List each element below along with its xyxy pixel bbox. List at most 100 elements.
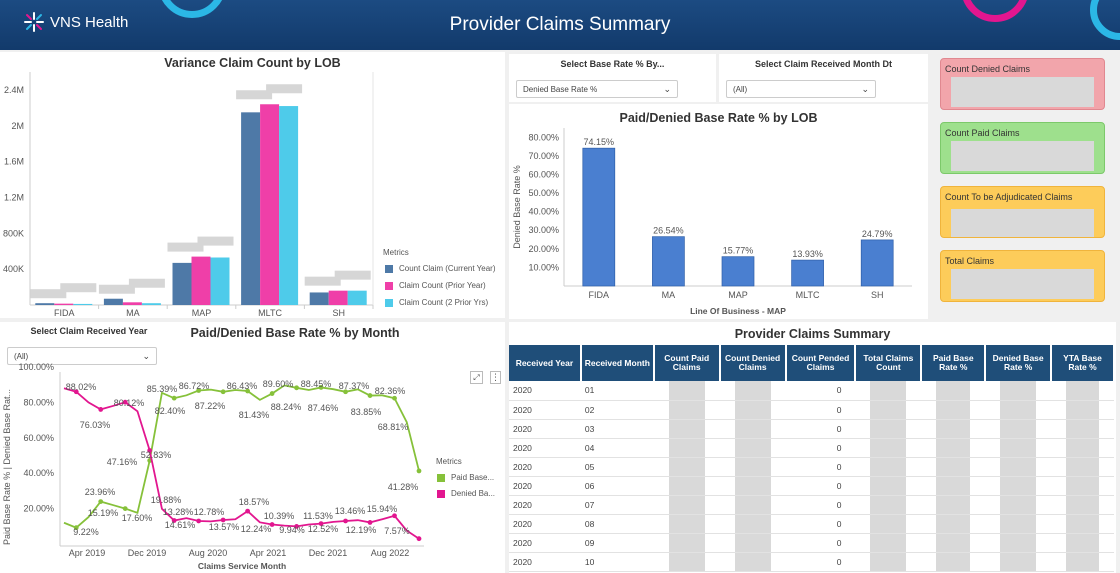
masked-value-box <box>1066 419 1099 438</box>
paid-point <box>171 395 177 401</box>
masked-value-box <box>668 457 705 476</box>
cell-masked <box>985 381 1052 401</box>
lob-y-tick: 70.00% <box>528 151 559 161</box>
table-row[interactable]: 2020 08 0 <box>509 514 1114 534</box>
more-options-icon[interactable]: ⋮ <box>490 371 501 384</box>
masked-value-box <box>734 514 771 533</box>
column-header[interactable]: Count Pended Claims <box>785 345 857 381</box>
legend-current-year[interactable]: Count Claim (Current Year) <box>385 264 495 273</box>
table-row[interactable]: 2020 02 0 <box>509 400 1114 420</box>
cell-masked <box>985 514 1052 534</box>
table-title: Provider Claims Summary <box>734 327 891 341</box>
cell-masked <box>985 400 1052 420</box>
legend-paid[interactable]: Paid Base... <box>437 473 494 482</box>
cell-masked <box>653 552 720 572</box>
cell-masked <box>653 533 720 553</box>
card-denied-claims[interactable]: Count Denied Claims <box>940 58 1105 110</box>
masked-value-box <box>734 419 771 438</box>
cell-masked <box>719 552 786 572</box>
table-row[interactable]: 2020 03 0 <box>509 419 1114 439</box>
paid-point <box>196 388 202 393</box>
legend-two-prior-yrs[interactable]: Claim Count (2 Prior Yrs) <box>385 298 488 307</box>
denied-value-label: 15.94% <box>367 504 398 514</box>
table-row[interactable]: 2020 04 0 <box>509 438 1114 458</box>
table-row[interactable]: 2020 07 0 <box>509 495 1114 515</box>
cell-masked <box>653 495 720 515</box>
paid-value-label: 81.43% <box>239 410 270 420</box>
cell-masked <box>921 400 986 420</box>
card-adjudicate-claims[interactable]: Count To be Adjudicated Claims <box>940 186 1105 238</box>
variance-bar <box>241 112 261 305</box>
cell-received-month: 03 <box>580 419 654 439</box>
cell-masked <box>855 381 922 401</box>
cell-masked <box>985 457 1052 477</box>
cell-received-month: 05 <box>580 457 654 477</box>
chevron-down-icon: ⌄ <box>142 351 150 361</box>
lob-x-tick: FIDA <box>589 290 610 300</box>
month-y-tick: 60.00% <box>23 433 54 443</box>
month-y-label: Paid Base Rate % | Denied Base Rat... <box>2 389 12 545</box>
masked-value-box <box>1066 400 1099 419</box>
cell-pended-claims: 0 <box>785 514 856 534</box>
denied-value-label: 10.39% <box>264 511 295 521</box>
paid-value-label: 47.16% <box>107 457 138 467</box>
cell-received-year: 2020 <box>509 476 581 496</box>
table-row[interactable]: 2020 10 0 <box>509 552 1114 572</box>
column-header[interactable]: Received Month <box>580 345 655 381</box>
month-legend-title: Metrics <box>436 457 462 466</box>
paid-value-label: 68.81% <box>378 422 409 432</box>
legend-prior-year[interactable]: Claim Count (Prior Year) <box>385 281 486 290</box>
column-header[interactable]: Denied Base Rate % <box>985 345 1053 381</box>
paid-value-label: 23.96% <box>85 487 116 497</box>
cell-masked <box>719 495 786 515</box>
variance-bar <box>122 302 142 305</box>
month-x-tick: Dec 2021 <box>309 548 348 558</box>
cell-masked <box>855 438 922 458</box>
variance-bar <box>191 256 211 305</box>
base-rate-dropdown[interactable]: Denied Base Rate % ⌄ <box>516 80 678 98</box>
variance-label-box <box>266 84 303 94</box>
variance-x-tick: MA <box>126 308 140 318</box>
denied-point <box>294 524 299 529</box>
table-row[interactable]: 2020 05 0 <box>509 457 1114 477</box>
column-header[interactable]: Received Year <box>509 345 582 381</box>
cell-pended-claims: 0 <box>785 381 856 401</box>
expand-icon[interactable]: ⤢ <box>470 371 483 384</box>
masked-value-box <box>734 457 771 476</box>
masked-value-box <box>668 495 705 514</box>
column-header[interactable]: YTA Base Rate % <box>1051 345 1115 381</box>
column-header[interactable]: Total Claims Count <box>855 345 923 381</box>
cell-masked <box>1051 457 1114 477</box>
table-row[interactable]: 2020 06 0 <box>509 476 1114 496</box>
variance-x-tick: FIDA <box>54 308 75 318</box>
month-x-tick: Apr 2021 <box>250 548 287 558</box>
lob-x-tick: MLTC <box>796 290 820 300</box>
year-dropdown[interactable]: (All) ⌄ <box>7 347 157 365</box>
variance-title: Variance Claim Count by LOB <box>164 56 341 70</box>
cell-masked <box>921 514 986 534</box>
month-dropdown[interactable]: (All) ⌄ <box>726 80 876 98</box>
cell-masked <box>855 457 922 477</box>
masked-value-box <box>870 457 907 476</box>
lob-y-tick: 10.00% <box>528 262 559 272</box>
month-x-tick: Aug 2022 <box>371 548 410 558</box>
card-total-claims[interactable]: Total Claims <box>940 250 1105 302</box>
paid-value-label: 87.22% <box>195 401 226 411</box>
cell-masked <box>921 438 986 458</box>
table-row[interactable]: 2020 09 0 <box>509 533 1114 553</box>
base-rate-filter-label: Select Base Rate % By... <box>560 59 665 69</box>
cell-received-year: 2020 <box>509 533 581 553</box>
table-row[interactable]: 2020 01 0 <box>509 381 1114 401</box>
card-paid-claims[interactable]: Count Paid Claims <box>940 122 1105 174</box>
paid-value-label: 87.37% <box>339 381 370 391</box>
cell-masked <box>719 438 786 458</box>
cell-received-year: 2020 <box>509 419 581 439</box>
lob-bar-label: 13.93% <box>792 249 823 259</box>
denied-value-label: 11.53% <box>303 511 333 521</box>
masked-value-box <box>936 457 971 476</box>
column-header[interactable]: Count Paid Claims <box>653 345 721 381</box>
cell-masked <box>921 533 986 553</box>
column-header[interactable]: Count Denied Claims <box>719 345 787 381</box>
legend-denied[interactable]: Denied Ba... <box>437 489 495 498</box>
column-header[interactable]: Paid Base Rate % <box>921 345 987 381</box>
